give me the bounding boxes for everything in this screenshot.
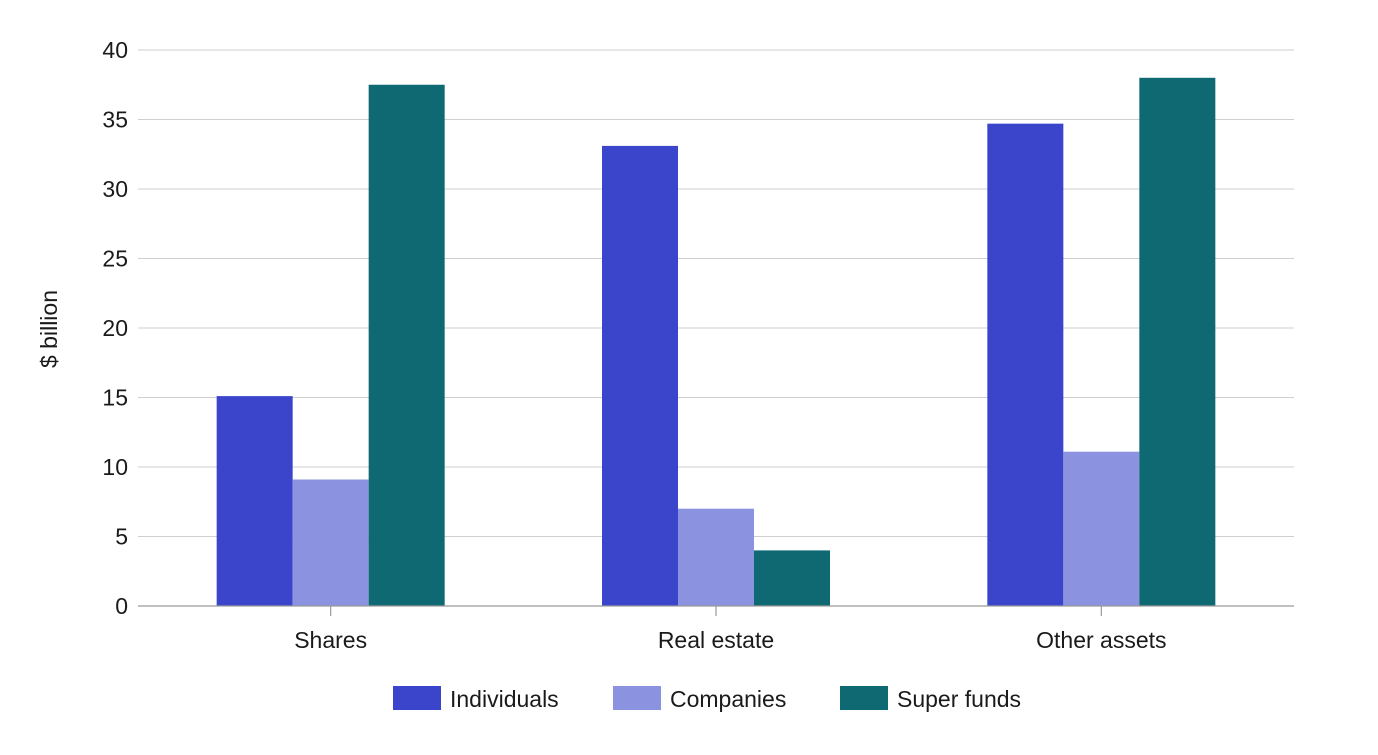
- bars: [216, 77, 1216, 607]
- legend-item-individuals: Individuals: [393, 686, 559, 712]
- legend: Individuals Companies Super funds: [393, 686, 1021, 712]
- bar-companies-real-estate: [678, 508, 754, 606]
- bar-super-funds-real-estate: [754, 550, 830, 606]
- bar-individuals-shares: [216, 396, 293, 606]
- gridlines: [138, 49, 1294, 537]
- legend-swatch: [840, 686, 888, 710]
- x-tick-label: Real estate: [658, 627, 774, 653]
- y-tick-label: 20: [102, 315, 128, 341]
- x-tick-label: Shares: [294, 627, 367, 653]
- bar-super-funds-other-assets: [1139, 77, 1216, 607]
- bar-individuals-other-assets: [987, 123, 1064, 607]
- y-tick-label: 15: [102, 385, 128, 411]
- y-axis-label: $ billion: [36, 290, 62, 368]
- bar-companies-shares: [292, 479, 369, 606]
- y-tick-label: 40: [102, 37, 128, 63]
- y-tick-label: 35: [102, 107, 128, 133]
- y-axis-ticks: 0 5 10 15 20 25 30 35 40: [102, 37, 128, 619]
- legend-item-super-funds: Super funds: [840, 686, 1021, 712]
- legend-label: Companies: [670, 686, 786, 712]
- bar-super-funds-shares: [368, 84, 445, 606]
- y-tick-label: 30: [102, 176, 128, 202]
- legend-label: Individuals: [450, 686, 559, 712]
- bar-individuals-real-estate: [602, 145, 678, 606]
- bar-companies-other-assets: [1063, 451, 1140, 606]
- x-axis-ticks: Shares Real estate Other assets: [294, 606, 1167, 653]
- y-tick-label: 5: [115, 524, 128, 550]
- legend-swatch: [393, 686, 441, 710]
- y-tick-label: 10: [102, 454, 128, 480]
- legend-item-companies: Companies: [613, 686, 786, 712]
- legend-label: Super funds: [897, 686, 1021, 712]
- y-tick-label: 0: [115, 593, 128, 619]
- y-tick-label: 25: [102, 246, 128, 272]
- x-tick-label: Other assets: [1036, 627, 1166, 653]
- legend-swatch: [613, 686, 661, 710]
